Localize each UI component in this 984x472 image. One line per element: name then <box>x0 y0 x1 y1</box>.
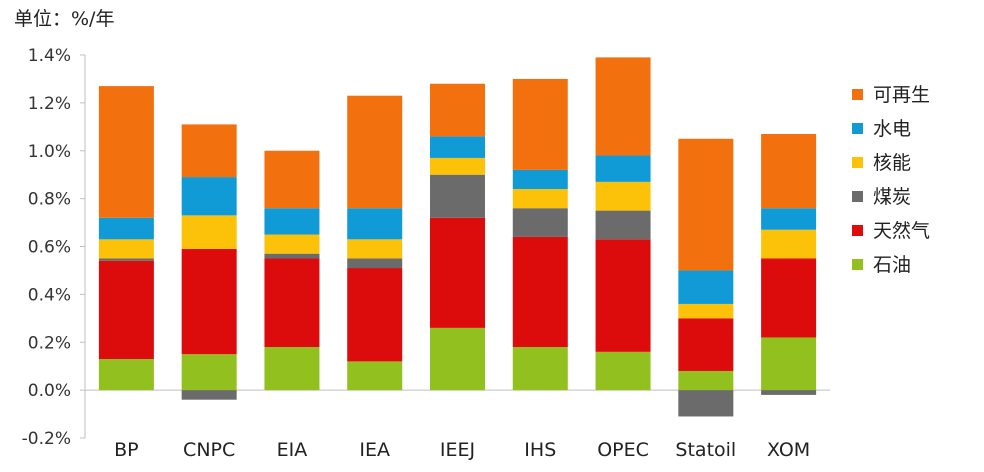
bar-segment <box>761 229 817 259</box>
bar-segment <box>264 150 320 209</box>
legend-swatch <box>852 191 863 202</box>
bar-segment <box>512 189 568 209</box>
legend-label: 石油 <box>873 254 911 276</box>
bar-segment <box>678 303 734 319</box>
bar-segment <box>264 258 320 348</box>
y-tick-label: 0.8% <box>28 190 71 210</box>
bar-segment <box>430 327 485 391</box>
x-tick-label: IEEJ <box>440 439 475 461</box>
x-tick-label: IHS <box>524 439 556 461</box>
y-tick-label: 0.0% <box>28 381 71 401</box>
bar-segment <box>264 208 320 235</box>
bar-segment <box>98 217 154 240</box>
bar-segment <box>761 337 817 391</box>
bar-segment <box>678 270 734 304</box>
legend-swatch <box>852 225 863 236</box>
unit-label: 单位：%/年 <box>14 8 115 30</box>
bar-segment <box>430 217 485 328</box>
bar-segment <box>761 133 817 209</box>
bar-segment <box>430 157 485 175</box>
bar-segment <box>264 347 320 391</box>
x-tick-label: EIA <box>277 439 308 461</box>
bar-segment <box>430 83 485 137</box>
bar-segment <box>678 138 734 271</box>
bar-segment <box>761 390 817 395</box>
bar-segment <box>181 177 237 216</box>
bar-segment <box>430 136 485 158</box>
bar-segment <box>678 390 734 417</box>
bar-segment <box>98 359 154 391</box>
x-tick-label: Statoil <box>675 439 736 461</box>
bar-segment <box>512 208 568 237</box>
bar-segment <box>761 208 817 230</box>
y-tick-label: 1.4% <box>28 46 71 66</box>
legend-label: 煤炭 <box>873 186 911 208</box>
bar-segment <box>181 124 237 178</box>
bar-segment <box>761 258 817 338</box>
bar-segment <box>347 208 403 240</box>
bar-segment <box>181 215 237 249</box>
legend-swatch <box>852 89 863 100</box>
legend-label: 可再生 <box>873 84 930 106</box>
bar-segment <box>264 234 320 254</box>
bar-segment <box>181 390 237 400</box>
x-tick-label: OPEC <box>597 439 649 461</box>
bar-segment <box>512 236 568 348</box>
legend-swatch <box>852 123 863 134</box>
bar-segment <box>347 239 403 259</box>
legend-label: 水电 <box>873 118 911 140</box>
bar-segment <box>347 95 403 209</box>
x-tick-label: XOM <box>767 439 810 461</box>
bar-segment <box>98 258 154 261</box>
bar-segment <box>98 86 154 218</box>
legend-swatch <box>852 259 863 270</box>
legend-label: 核能 <box>873 152 911 174</box>
bar-segment <box>678 318 734 371</box>
bar-segment <box>98 260 154 360</box>
bar-segment <box>595 181 651 211</box>
bar-segment <box>98 239 154 259</box>
legend-label: 天然气 <box>873 220 930 242</box>
x-tick-label: CNPC <box>183 439 235 461</box>
bar-segment <box>181 354 237 391</box>
bar-segment <box>430 174 485 218</box>
y-tick-label: 0.2% <box>28 333 71 353</box>
bar-segment <box>264 253 320 259</box>
y-tick-label: -0.2% <box>22 429 71 449</box>
bar-segment <box>347 258 403 269</box>
y-tick-label: 0.6% <box>28 238 71 258</box>
bar-segment <box>181 248 237 355</box>
bar-segment <box>347 361 403 391</box>
bar-segment <box>512 78 568 170</box>
bar-segment <box>347 268 403 362</box>
x-tick-label: BP <box>114 439 139 461</box>
bar-segment <box>595 155 651 182</box>
bar-segment <box>678 370 734 391</box>
y-tick-label: 1.0% <box>28 142 71 162</box>
bar-segment <box>595 210 651 240</box>
bar-segment <box>595 239 651 352</box>
y-tick-label: 0.4% <box>28 285 71 305</box>
y-tick-label: 1.2% <box>28 94 71 114</box>
bar-segment <box>595 57 651 156</box>
bar-segment <box>595 351 651 391</box>
bar-segment <box>512 169 568 190</box>
bar-segment <box>512 347 568 391</box>
legend-swatch <box>852 157 863 168</box>
x-tick-label: IEA <box>359 439 390 461</box>
